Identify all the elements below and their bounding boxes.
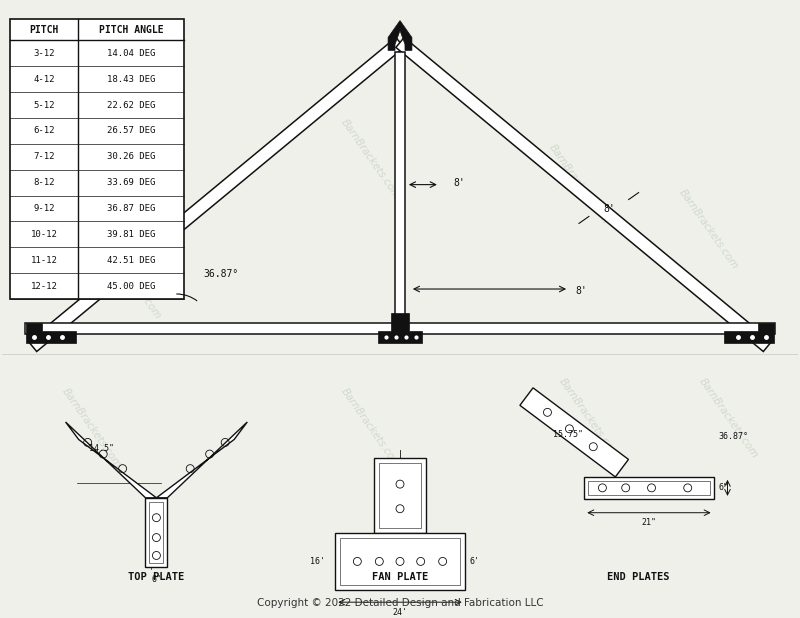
Text: PITCH ANGLE: PITCH ANGLE [98, 25, 163, 35]
Polygon shape [26, 323, 76, 343]
Polygon shape [394, 53, 406, 324]
Text: 4-12: 4-12 [34, 75, 55, 83]
Polygon shape [25, 323, 775, 334]
Text: 8': 8' [603, 205, 614, 214]
Text: 26.57 DEG: 26.57 DEG [107, 127, 155, 135]
Text: 22.62 DEG: 22.62 DEG [107, 101, 155, 109]
Polygon shape [146, 497, 167, 567]
Text: 14.04 DEG: 14.04 DEG [107, 49, 155, 58]
Text: 10-12: 10-12 [30, 230, 58, 239]
Text: 12-12: 12-12 [30, 282, 58, 290]
Text: BarnBrackets.com: BarnBrackets.com [338, 118, 402, 201]
Polygon shape [374, 458, 426, 533]
Polygon shape [584, 477, 714, 499]
Text: 45.00 DEG: 45.00 DEG [107, 282, 155, 290]
Text: 36.87 DEG: 36.87 DEG [107, 204, 155, 213]
Text: BarnBrackets.com: BarnBrackets.com [547, 143, 610, 227]
Polygon shape [724, 323, 774, 343]
Text: FAN PLATE: FAN PLATE [372, 572, 428, 582]
Text: 36.87°: 36.87° [203, 269, 238, 279]
Text: 6": 6" [151, 575, 162, 584]
Text: 33.69 DEG: 33.69 DEG [107, 178, 155, 187]
Polygon shape [335, 533, 465, 590]
Polygon shape [378, 313, 422, 343]
Polygon shape [29, 38, 404, 352]
Polygon shape [66, 422, 157, 497]
Text: 6': 6' [470, 557, 479, 566]
Text: 24': 24' [393, 607, 407, 617]
Text: 16': 16' [310, 557, 326, 566]
Text: 8': 8' [575, 286, 587, 296]
Text: 5-12: 5-12 [34, 101, 55, 109]
Polygon shape [520, 388, 629, 477]
Text: BarnBrackets.com: BarnBrackets.com [677, 187, 740, 271]
Text: 18.43 DEG: 18.43 DEG [107, 75, 155, 83]
Text: 6-12: 6-12 [34, 127, 55, 135]
Text: 39.81 DEG: 39.81 DEG [107, 230, 155, 239]
Text: END PLATES: END PLATES [607, 572, 670, 582]
Text: TOP PLATE: TOP PLATE [128, 572, 185, 582]
Text: 8-12: 8-12 [34, 178, 55, 187]
Text: 9-12: 9-12 [34, 204, 55, 213]
Polygon shape [388, 20, 412, 51]
Polygon shape [157, 422, 247, 497]
Polygon shape [396, 38, 771, 352]
Text: 14.5": 14.5" [90, 444, 114, 452]
Text: 11-12: 11-12 [30, 256, 58, 265]
Text: BarnBrackets.com: BarnBrackets.com [100, 237, 163, 321]
Text: BarnBrackets.com: BarnBrackets.com [60, 386, 123, 470]
Text: BarnBrackets.com: BarnBrackets.com [697, 376, 759, 460]
Text: 42.51 DEG: 42.51 DEG [107, 256, 155, 265]
Text: 7-12: 7-12 [34, 152, 55, 161]
Text: PITCH: PITCH [30, 25, 58, 35]
Bar [10, 19, 184, 299]
Text: 6": 6" [718, 483, 729, 493]
Text: 8': 8' [454, 177, 466, 188]
Text: BarnBrackets.com: BarnBrackets.com [558, 376, 620, 460]
Text: 15.75": 15.75" [553, 430, 582, 439]
Text: 3-12: 3-12 [34, 49, 55, 58]
Text: BarnBrackets.com: BarnBrackets.com [338, 386, 402, 470]
Text: 36.87°: 36.87° [718, 432, 749, 441]
Text: 21": 21" [642, 518, 657, 527]
Text: Copyright © 2022 Detailed Design and Fabrication LLC: Copyright © 2022 Detailed Design and Fab… [257, 598, 543, 608]
Text: 30.26 DEG: 30.26 DEG [107, 152, 155, 161]
